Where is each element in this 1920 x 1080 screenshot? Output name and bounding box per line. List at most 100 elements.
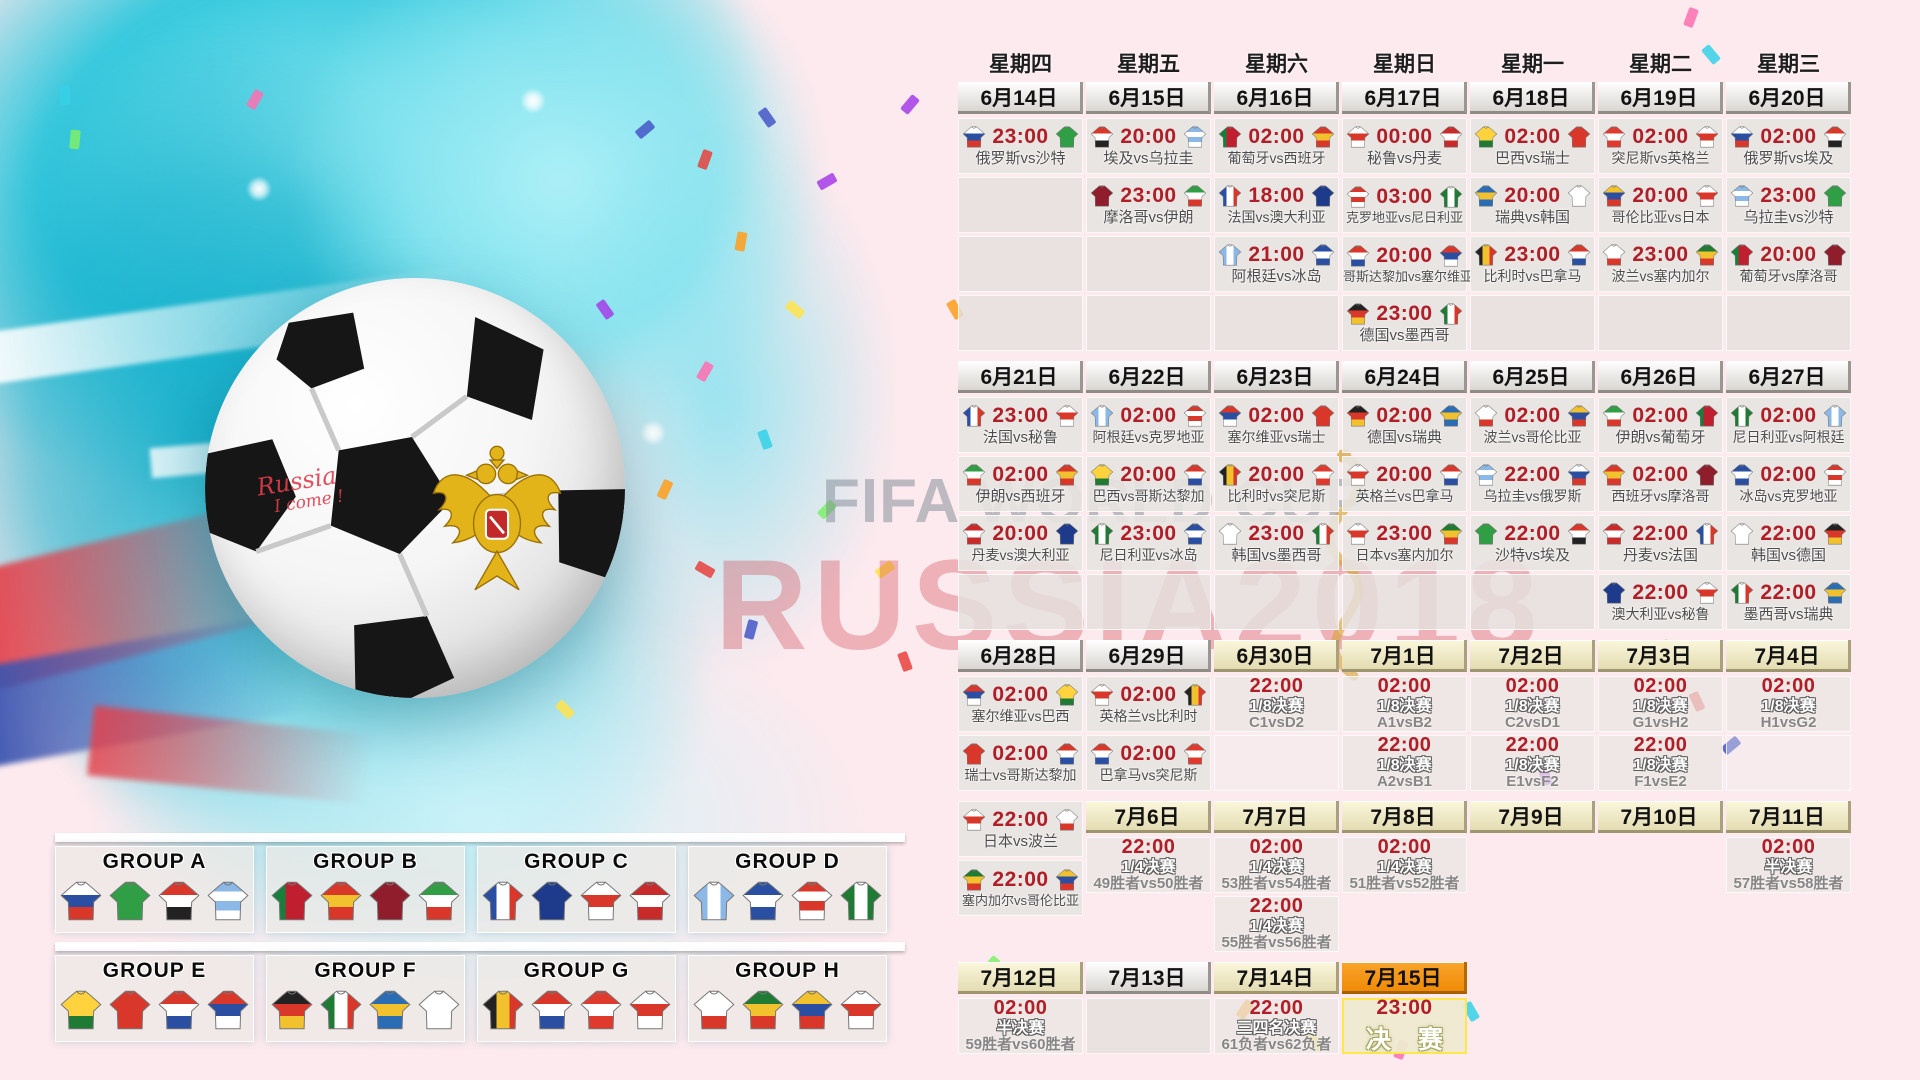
knockout-match-cell: 22:00 1/8决赛 E1vsF2	[1470, 735, 1595, 791]
jersey-icon	[1090, 521, 1114, 547]
match-name: 埃及vs乌拉圭	[1103, 149, 1194, 167]
match-time-row: 23:00	[959, 403, 1082, 429]
empty-slot	[958, 177, 1083, 233]
match-name: 伊朗vs葡萄牙	[1615, 428, 1706, 446]
match-time: 02:00	[1761, 675, 1816, 698]
date-header: 7月12日	[958, 962, 1083, 994]
match-time: 02:00	[992, 683, 1049, 707]
jersey-icon	[741, 985, 785, 1035]
confetti-piece	[60, 86, 70, 105]
stage-label: 1/8决赛	[1761, 698, 1816, 716]
jersey-icon	[530, 985, 574, 1035]
jersey-icon	[1218, 462, 1242, 488]
jersey-icon	[59, 985, 103, 1035]
day-column: 6月18日 02:00 巴西vs瑞士 20:00 瑞典vs韩国 23:00 比利时vs巴拿马	[1470, 82, 1595, 354]
match-name: 克罗地亚vs尼日利亚	[1345, 209, 1463, 225]
date-header: 6月29日	[1086, 640, 1211, 672]
jersey-icon	[1823, 521, 1847, 547]
jersey-icon	[962, 682, 986, 708]
match-time-row: 23:00	[1087, 183, 1210, 209]
match-name: 墨西哥vs瑞典	[1743, 605, 1834, 623]
jersey-icon	[1695, 580, 1719, 606]
weekday-label: 星期三	[1757, 53, 1820, 76]
match-time: 22:00	[1121, 836, 1176, 859]
match-cell: 23:00 德国vs墨西哥	[1342, 295, 1467, 351]
empty-slot	[1598, 896, 1723, 952]
jersey-icon	[1090, 124, 1114, 150]
match-time-row: 22:00	[959, 807, 1082, 833]
match-time: 20:00	[1248, 463, 1305, 487]
matchup-label: C1vsD2	[1248, 714, 1305, 732]
day-column: 7月3日 02:00 1/8决赛 G1vsH2 22:00 1/8决赛 F1vsE2	[1598, 640, 1723, 794]
jersey-icon	[206, 985, 250, 1035]
match-cell: 02:00 尼日利亚vs阿根廷	[1726, 397, 1851, 453]
knockout-match-cell: 02:00 1/4决赛 53胜者vs54胜者	[1214, 837, 1339, 893]
empty-slot	[1598, 295, 1723, 351]
stage-label: 1/4决赛	[1121, 859, 1176, 877]
jersey-icon	[1567, 521, 1591, 547]
matchup-label: C2vsD1	[1504, 714, 1561, 732]
match-time-row: 02:00	[1727, 403, 1850, 429]
match-time-row: 02:00	[1087, 682, 1210, 708]
matchup-label: A1vsB2	[1376, 714, 1433, 732]
date-header: 7月6日	[1086, 801, 1211, 833]
stage-label: 半决赛	[1764, 859, 1813, 877]
day-column: 7月1日 02:00 1/8决赛 A1vsB2 22:00 1/8决赛 A2vsB1	[1342, 640, 1467, 794]
group-jerseys	[270, 876, 461, 926]
match-time-row: 18:00	[1215, 183, 1338, 209]
jersey-icon	[1602, 462, 1626, 488]
match-time-row: 02:00	[1599, 462, 1722, 488]
match-time: 20:00	[1120, 124, 1177, 148]
jersey-icon	[319, 985, 363, 1035]
jersey-icon	[1602, 403, 1626, 429]
date-header: 6月28日	[958, 640, 1083, 672]
calendar: 星期四 星期五 星期六 星期日 星期一 星期二 星期三 6月14日 23:00 俄罗斯vs沙特 6月…	[958, 48, 1854, 1064]
weekday-label: 星期一	[1501, 53, 1564, 76]
match-time: 23:00	[1504, 243, 1561, 267]
stage-label: 1/8决赛	[1633, 698, 1688, 716]
knockout-match-cell: 22:00 1/4决赛 49胜者vs50胜者	[1086, 837, 1211, 893]
stage-label: 1/4决赛	[1249, 918, 1304, 936]
match-time: 02:00	[1248, 125, 1305, 149]
shelf-bar	[55, 833, 905, 842]
day-column: 6月15日 20:00 埃及vs乌拉圭 23:00 摩洛哥vs伊朗	[1086, 82, 1211, 354]
match-time-row: 23:00	[1215, 521, 1338, 547]
match-time-row: 20:00	[1087, 124, 1210, 150]
match-time: 02:00	[1632, 125, 1689, 149]
group-box: GROUP B	[266, 846, 465, 933]
day-column: 7月6日 22:00 1/4决赛 49胜者vs50胜者	[1086, 801, 1211, 955]
match-time: 02:00	[1761, 836, 1816, 859]
jersey-icon	[1311, 521, 1335, 547]
jersey-icon	[1055, 741, 1079, 767]
match-time-row: 22:00	[1471, 462, 1594, 488]
match-time-row: 22:00	[1471, 521, 1594, 547]
match-cell: 22:00 澳大利亚vs秘鲁	[1598, 574, 1723, 630]
confetti-piece	[1683, 6, 1699, 29]
jersey-icon	[1567, 462, 1591, 488]
match-cell: 23:00 乌拉圭vs沙特	[1726, 177, 1851, 233]
group-title: GROUP B	[313, 850, 418, 873]
stage-label: 1/4决赛	[1249, 859, 1304, 877]
match-name: 尼日利亚vs阿根廷	[1732, 429, 1845, 446]
group-title: GROUP F	[314, 959, 417, 982]
group-row: GROUP A GROUP B GROUP C GROUP D	[55, 846, 905, 933]
jersey-icon	[368, 985, 412, 1035]
match-cell: 23:00 摩洛哥vs伊朗	[1086, 177, 1211, 233]
jersey-icon	[790, 985, 834, 1035]
date-header: 6月17日	[1342, 82, 1467, 114]
group-jerseys	[692, 985, 883, 1035]
date-header: 6月18日	[1470, 82, 1595, 114]
match-time: 00:00	[1376, 124, 1433, 148]
match-cell: 02:00 巴拿马vs突尼斯	[1086, 735, 1211, 791]
empty-slot	[1470, 295, 1595, 351]
match-time-row: 20:00	[1215, 462, 1338, 488]
match-time: 02:00	[1505, 675, 1560, 698]
group-jerseys	[481, 876, 672, 926]
date-header: 7月1日	[1342, 640, 1467, 672]
jersey-icon	[1823, 242, 1847, 268]
day-column: 6月16日 02:00 葡萄牙vs西班牙 18:00 法国vs澳大利亚 21:00 阿根廷v…	[1214, 82, 1339, 354]
jersey-icon	[1055, 521, 1079, 547]
match-time-row: 23:00	[1599, 242, 1722, 268]
match-time: 20:00	[1504, 183, 1561, 207]
jersey-icon	[1055, 807, 1079, 833]
